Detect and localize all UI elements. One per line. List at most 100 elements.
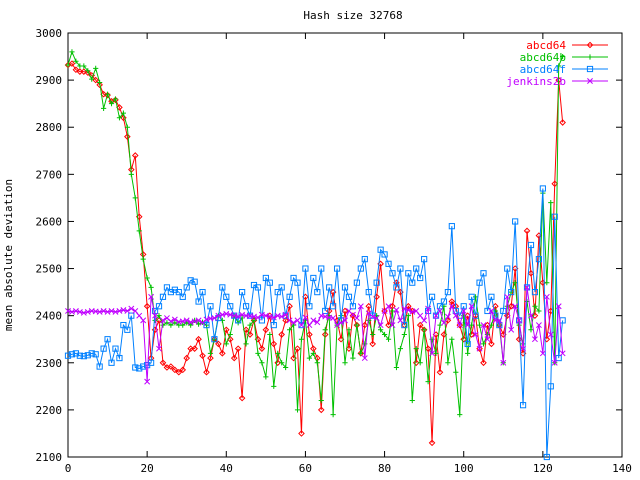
data-point-x [294,317,301,324]
data-point-x [587,78,593,84]
data-point-plus [156,313,162,319]
data-point-x [429,350,436,357]
data-point-x [235,313,242,320]
data-point-x [290,319,297,326]
data-point-square [539,185,546,192]
data-point-x [377,322,384,329]
data-point-square [405,270,412,277]
data-point-plus [413,346,419,352]
data-point-plus [449,336,455,342]
data-point-diamond [405,302,412,310]
data-point-plus [350,355,356,361]
data-point-x [531,336,538,343]
data-point-x [417,312,424,319]
data-point-square [488,293,495,300]
data-point-square [120,321,127,329]
data-point-x [528,312,534,319]
data-point-plus [271,383,277,389]
x-tick-label: 40 [220,462,233,475]
data-point-diamond [586,41,594,49]
data-point-plus [144,275,150,281]
data-point-x [500,359,507,366]
data-point-diamond [317,406,325,414]
data-point-plus [112,96,119,102]
data-point-square [468,293,475,300]
data-point-x [484,336,491,343]
x-tick-label: 60 [299,462,312,475]
y-axis-label: mean absolute deviation [2,179,15,331]
data-point-square [112,345,119,352]
data-point-x [270,314,277,321]
data-point-square [159,293,167,300]
data-point-diamond [167,363,175,370]
y-tick-label: 2400 [36,310,63,323]
data-point-diamond [369,340,377,348]
data-point-square [377,246,384,253]
data-point-square [80,353,87,360]
data-point-diamond [488,340,495,348]
legend-label: abcd64f [520,63,566,76]
axis-ticks: 2100 2200 2300 2400 2500 2600 2700 2800 2900 3000… [36,27,632,475]
data-point-square [318,265,325,272]
data-point-plus [330,412,336,418]
data-point-diamond [72,66,80,74]
y-tick-label: 2900 [36,74,63,87]
data-point-square [452,307,459,315]
data-point-plus [310,350,316,356]
data-point-x [195,317,202,324]
data-point-diamond [199,352,206,360]
data-point-plus [421,327,427,333]
data-point-plus [465,350,471,356]
data-point-x [338,319,344,326]
data-point-diamond [270,340,278,348]
data-point-x [381,308,388,314]
data-point-diamond [116,104,123,111]
data-point-plus [279,360,285,366]
data-point-plus [255,350,261,356]
data-point-square [519,402,527,409]
data-point-square [555,354,562,362]
y-tick-label: 2800 [36,121,63,134]
data-point-x [413,308,420,314]
data-point-x [496,317,503,324]
data-point-square [227,303,234,310]
data-point-diamond [460,335,468,343]
data-point-x [539,350,546,357]
data-point-plus [469,322,475,328]
x-tick-label: 80 [378,462,391,475]
data-point-plus [433,350,439,356]
data-point-diamond [183,354,191,362]
data-point-square [440,298,448,305]
data-point-x [551,359,558,366]
data-point-plus [136,228,142,234]
data-point-plus [116,115,123,121]
data-point-square [373,279,380,286]
data-point-diamond [361,321,369,329]
plot-frame [67,32,623,458]
data-point-plus [417,360,423,366]
data-point-plus [120,110,126,116]
data-point-diamond [416,321,424,329]
data-point-x [171,316,178,323]
data-point-diamond [191,345,198,352]
x-tick-label: 140 [612,462,632,475]
series-abcd64 [64,60,566,447]
legend-label: jenkins2b [506,75,566,88]
data-point-diamond [412,359,420,367]
data-point-x [543,293,550,300]
data-point-plus [342,360,348,366]
data-point-x [512,303,519,310]
data-point-square [104,336,111,343]
data-point-square [500,307,507,315]
data-point-x [156,345,162,352]
data-point-square [345,293,353,300]
data-point-x [393,307,400,313]
data-point-x [282,311,289,318]
data-point-plus [528,327,534,333]
data-point-square [326,284,333,291]
data-point-x [330,315,337,321]
data-point-plus [457,412,463,418]
data-point-plus [104,91,111,97]
data-point-square [108,359,115,366]
data-point-plus [445,360,451,366]
